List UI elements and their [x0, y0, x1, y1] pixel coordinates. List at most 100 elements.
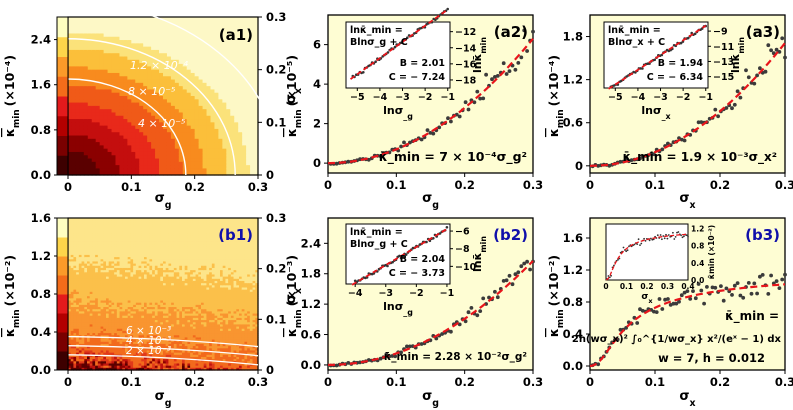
- heat-cell: [68, 151, 73, 156]
- heat-cell: [152, 241, 156, 245]
- heat-cell: [246, 119, 251, 123]
- heat-cell: [139, 171, 144, 176]
- heat-cell: [133, 228, 137, 232]
- heat-cell: [168, 285, 172, 289]
- heat-cell: [87, 125, 93, 130]
- heat-cell: [84, 333, 88, 336]
- heat-cell: [151, 161, 156, 166]
- heat-cell: [144, 241, 148, 245]
- heat-cell: [92, 276, 96, 280]
- heat-cell: [79, 17, 85, 21]
- heat-cell: [131, 63, 136, 67]
- heat-cell: [79, 119, 85, 123]
- heat-cell: [146, 278, 151, 282]
- heat-cell: [154, 239, 159, 243]
- heat-cell: [100, 224, 104, 228]
- heat-cell: [133, 241, 137, 245]
- heat-cell: [107, 102, 113, 107]
- heat-cell: [84, 339, 88, 343]
- heat-cell: [114, 363, 118, 367]
- heat-cell: [87, 285, 91, 289]
- heat-cell: [95, 246, 99, 249]
- heat-cell: [254, 99, 259, 104]
- heat-cell: [68, 265, 72, 269]
- heat-cell: [160, 337, 164, 341]
- heat-cell: [210, 63, 216, 67]
- heat-cell: [79, 82, 85, 87]
- heat-cell: [151, 102, 156, 107]
- heat-cell: [234, 96, 239, 100]
- heat-cell: [89, 337, 94, 341]
- heat-cell: [75, 63, 81, 67]
- heat-cell: [111, 69, 117, 74]
- heat-cell: [144, 365, 148, 369]
- heat-cell: [75, 122, 81, 127]
- heat-cell: [122, 237, 126, 241]
- heat-cell: [106, 248, 110, 252]
- heat-cell: [83, 59, 89, 64]
- heat-cell: [103, 119, 109, 123]
- heat-cell: [226, 56, 231, 61]
- heat-cell: [163, 99, 168, 104]
- heat-cell: [106, 352, 110, 356]
- heat-cell: [76, 309, 80, 312]
- heat-cell: [87, 161, 93, 166]
- heat-cell: [168, 237, 172, 241]
- heat-cell: [186, 43, 192, 48]
- heat-cell: [68, 66, 73, 71]
- heat-cell: [147, 79, 152, 84]
- heat-cell: [71, 148, 77, 153]
- heat-cell: [123, 102, 128, 107]
- heat-cell: [139, 56, 144, 61]
- heat-cell: [111, 291, 115, 295]
- heat-cell: [160, 283, 164, 286]
- heat-cell: [95, 244, 99, 247]
- heat-cell: [149, 272, 153, 276]
- heat-cell: [92, 367, 96, 371]
- heat-cell: [87, 109, 93, 114]
- heat-cell: [99, 33, 105, 38]
- heat-cell: [103, 361, 107, 365]
- heat-cell: [127, 239, 132, 243]
- heat-cell: [154, 322, 159, 325]
- heat-cell: [133, 280, 137, 284]
- heat-cell: [234, 63, 239, 67]
- heat-cell: [154, 250, 159, 254]
- heat-cell: [155, 115, 160, 120]
- heat-cell: [155, 59, 160, 64]
- heat-cell: [152, 287, 156, 291]
- heat-cell: [141, 302, 145, 306]
- heat-cell: [75, 30, 81, 35]
- heat-cell: [103, 294, 107, 297]
- heat-cell: [76, 346, 80, 349]
- heat-cell: [119, 283, 123, 286]
- heat-cell: [107, 142, 113, 146]
- heat-cell: [250, 128, 255, 133]
- heat-cell: [254, 17, 259, 21]
- heat-cell: [125, 287, 129, 291]
- heat-cell: [99, 112, 105, 117]
- heat-cell: [138, 298, 142, 302]
- heat-cell: [165, 324, 170, 328]
- heat-cell: [144, 359, 148, 362]
- heat-cell: [165, 333, 170, 336]
- heat-cell: [160, 307, 164, 310]
- heat-cell: [202, 151, 208, 156]
- heat-cell: [83, 125, 89, 130]
- heat-cell: [87, 235, 91, 239]
- heat-cell: [87, 352, 91, 356]
- heat-cell: [202, 125, 208, 130]
- heat-cell: [127, 43, 132, 48]
- heat-cell: [206, 122, 212, 127]
- heat-cell: [83, 43, 89, 48]
- heat-cell: [103, 274, 107, 278]
- heat-cell: [250, 46, 255, 51]
- heat-cell: [111, 132, 117, 137]
- heat-cell: [163, 252, 167, 256]
- heat-cell: [222, 99, 227, 104]
- heat-cell: [157, 363, 161, 367]
- heat-cell: [168, 246, 172, 249]
- heat-cell: [190, 69, 196, 74]
- panel-a1: 4 × 10⁻⁵8 × 10⁻⁵1.2 × 10⁻⁴0 0.1 0.2 0.300.1…: [64, 0, 286, 194]
- heat-cell: [87, 343, 91, 347]
